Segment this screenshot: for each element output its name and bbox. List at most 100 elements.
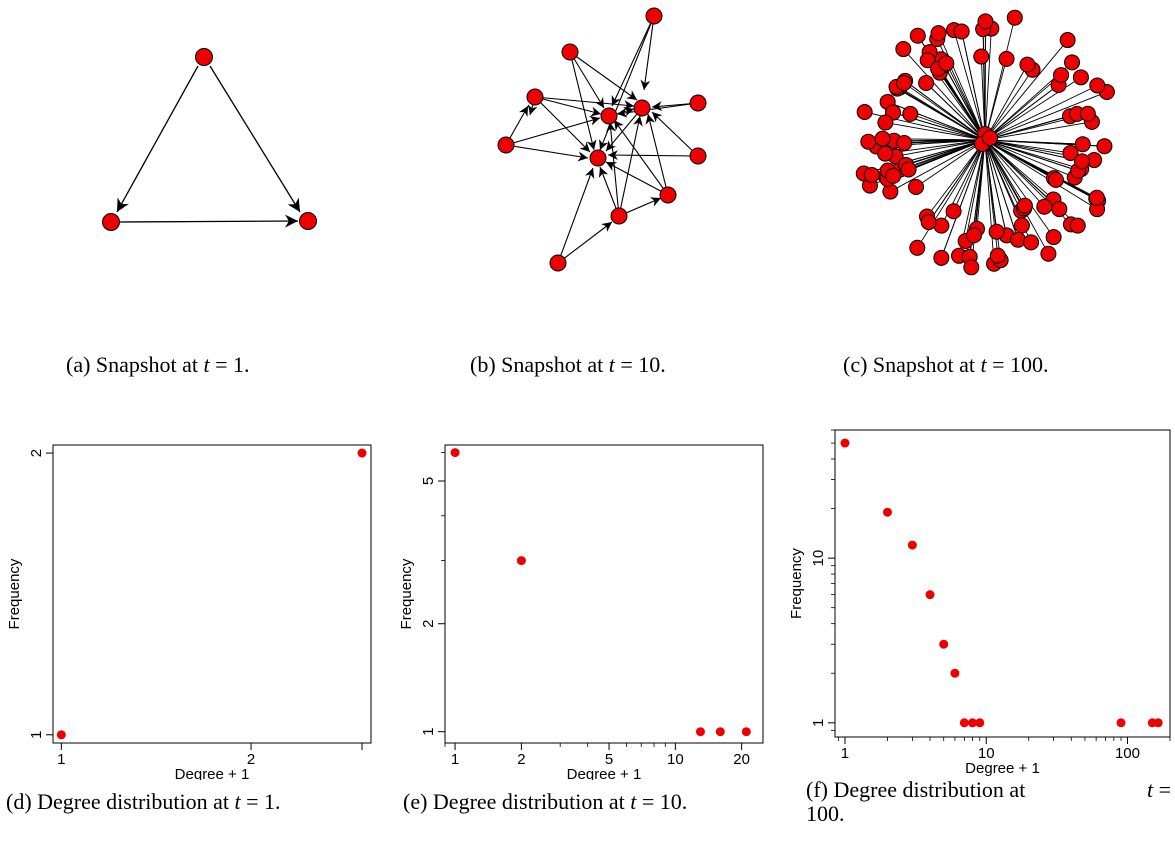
edge (984, 139, 1022, 248)
network-node (933, 249, 950, 266)
y-tick-label: 1 (420, 728, 437, 736)
network-snapshot-t1 (102, 48, 317, 231)
caption-a: (a) Snapshot at t = 1. (66, 352, 250, 377)
edge (984, 91, 1108, 141)
edge (885, 109, 986, 141)
y-tick-label: 1 (810, 719, 827, 727)
edge (937, 139, 986, 266)
edge (119, 214, 299, 228)
edge (645, 113, 669, 196)
data-point (975, 718, 985, 728)
edge (973, 139, 986, 236)
x-axis-label: Degree + 1 (175, 766, 250, 780)
network-node (877, 114, 894, 131)
edge (505, 115, 601, 146)
network-node (600, 107, 618, 125)
edge (569, 51, 638, 101)
network-node (1079, 105, 1096, 122)
x-tick-label: 2 (247, 751, 255, 768)
edge (903, 82, 986, 141)
edge (910, 113, 986, 141)
edge (984, 69, 1033, 141)
network-node (885, 167, 902, 184)
data-point (516, 556, 526, 566)
network-node (953, 23, 970, 40)
data-point (939, 639, 949, 649)
edge (984, 139, 1022, 211)
network-node (1074, 136, 1091, 153)
network-node (1072, 69, 1089, 86)
edge (984, 139, 1098, 199)
network-node (689, 94, 707, 112)
network-node (900, 161, 917, 178)
network-node (938, 55, 955, 72)
edge (505, 144, 589, 162)
edge (557, 221, 613, 264)
network-node (1096, 138, 1113, 155)
edge (984, 139, 1045, 208)
data-point (715, 727, 725, 737)
y-axis-label: Frequency (790, 548, 805, 619)
edge (965, 139, 986, 242)
network-node (1064, 54, 1081, 71)
network-node (497, 136, 515, 154)
network-node (645, 7, 663, 25)
network-node (195, 48, 213, 66)
edge (984, 139, 1071, 154)
data-point (840, 438, 850, 448)
network-node (902, 105, 919, 122)
edge (984, 17, 1016, 141)
edge (606, 121, 620, 217)
caption-e: (e) Degree distribution at t = 10. (403, 789, 688, 814)
data-point (695, 727, 705, 737)
edge (116, 65, 199, 213)
network-snapshot-t100 (855, 9, 1115, 276)
edge (984, 139, 1054, 200)
network-node (973, 48, 990, 65)
edge (903, 48, 986, 141)
edge (984, 139, 995, 264)
caption-b: (b) Snapshot at t = 10. (470, 352, 666, 377)
edge (895, 139, 986, 157)
data-point (1116, 718, 1126, 728)
edge (534, 96, 635, 111)
y-axis-label: Frequency (398, 558, 415, 629)
y-tick-label: 2 (28, 449, 45, 457)
network-node (1073, 153, 1090, 170)
edge (890, 139, 986, 192)
caption-d: (d) Degree distribution at t = 1. (6, 789, 281, 814)
network-node (1016, 197, 1033, 214)
plot-frame (834, 429, 1171, 738)
data-point (450, 448, 460, 458)
data-point (56, 730, 66, 740)
x-axis-label: Degree + 1 (965, 760, 1040, 777)
x-tick-label: 10 (978, 745, 995, 762)
plot-frame (52, 444, 372, 744)
y-tick-label: 2 (420, 620, 437, 628)
network-node (1036, 198, 1053, 215)
edge (984, 79, 1066, 141)
edge (651, 111, 699, 157)
edge (984, 28, 992, 141)
network-node (633, 99, 651, 117)
network-node (909, 27, 926, 44)
data-point (959, 718, 969, 728)
network-node (689, 147, 707, 165)
edge (598, 166, 620, 217)
network-node (1053, 67, 1070, 84)
edge (534, 96, 602, 117)
data-point (1153, 718, 1163, 728)
network-node (1009, 231, 1026, 248)
network-node (1051, 201, 1068, 218)
data-point (907, 540, 917, 550)
network-node (856, 103, 873, 120)
edge (885, 122, 986, 141)
edge (953, 29, 986, 141)
network-node (526, 88, 544, 106)
network-node (1062, 144, 1079, 161)
network-node (863, 166, 880, 183)
network-node (589, 149, 607, 167)
x-tick-label: 1 (451, 751, 459, 768)
